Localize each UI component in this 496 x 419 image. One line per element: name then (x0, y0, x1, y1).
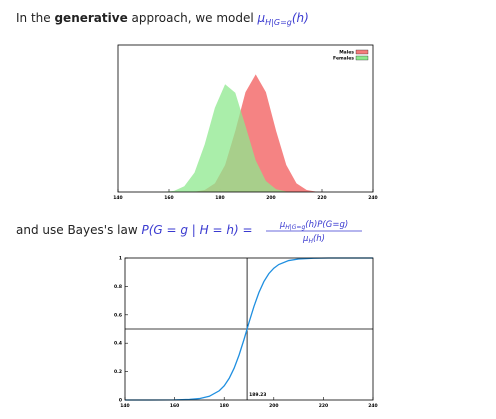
threshold-label: 189.23 (249, 392, 266, 398)
y-tick-label: 0.4 (114, 341, 122, 347)
y-tick-label: 0.2 (114, 369, 122, 375)
bayes-before: and use Bayes's law (16, 223, 141, 237)
x-tick-label: 240 (368, 403, 377, 409)
x-tick-label: 180 (215, 195, 224, 201)
x-tick-label: 160 (164, 195, 173, 201)
y-tick-label: 0.8 (114, 284, 122, 290)
area (143, 84, 348, 192)
x-tick-label: 240 (368, 195, 377, 201)
x-tick-label: 160 (170, 403, 179, 409)
intro-bold: generative (54, 11, 127, 25)
x-tick-label: 220 (317, 195, 326, 201)
intro-sub: H|G=g (265, 18, 292, 27)
legend-label: Females (333, 56, 354, 62)
den-mu: μ (302, 234, 309, 244)
den-sub: H (308, 238, 313, 245)
intro-mu: μ (257, 11, 266, 25)
y-tick-label: 0 (119, 398, 122, 404)
sigmoid-line (125, 257, 373, 401)
intro-after: approach, we model (128, 11, 258, 25)
den-rest: (h) (313, 234, 325, 244)
bayes-lhs: P(G = g | H = h) = (141, 223, 252, 237)
x-tick-label: 220 (319, 403, 328, 409)
num-mu: μ (279, 220, 286, 230)
plot-frame (117, 44, 374, 193)
legend-swatch (355, 55, 369, 61)
denominator: μH(h) (302, 234, 325, 245)
legend-label: Males (339, 50, 354, 56)
intro-arg: (h) (292, 11, 309, 25)
x-tick-label: 140 (113, 195, 122, 201)
intro-line: In the generative approach, we model μH|… (16, 11, 309, 27)
bayes-line: and use Bayes's law P(G = g | H = h) = (16, 223, 253, 237)
intro-before: In the (16, 11, 54, 25)
y-tick-label: 1 (119, 256, 122, 262)
numerator: μH|G=g(h)P(G=g) (279, 220, 348, 231)
x-tick-label: 180 (219, 403, 228, 409)
x-tick-label: 200 (266, 195, 275, 201)
num-sub: H|G=g (285, 224, 305, 231)
legend-swatch (355, 49, 369, 55)
num-rest: (h)P(G=g) (305, 220, 348, 230)
plot-frame (124, 257, 374, 401)
x-tick-label: 140 (120, 403, 129, 409)
y-tick-label: 0.6 (114, 312, 122, 318)
x-tick-label: 200 (269, 403, 278, 409)
